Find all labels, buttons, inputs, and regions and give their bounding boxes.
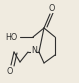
Text: N: N	[31, 45, 37, 55]
Text: O: O	[7, 67, 13, 77]
Text: HO: HO	[6, 33, 18, 42]
Text: O: O	[49, 3, 55, 13]
